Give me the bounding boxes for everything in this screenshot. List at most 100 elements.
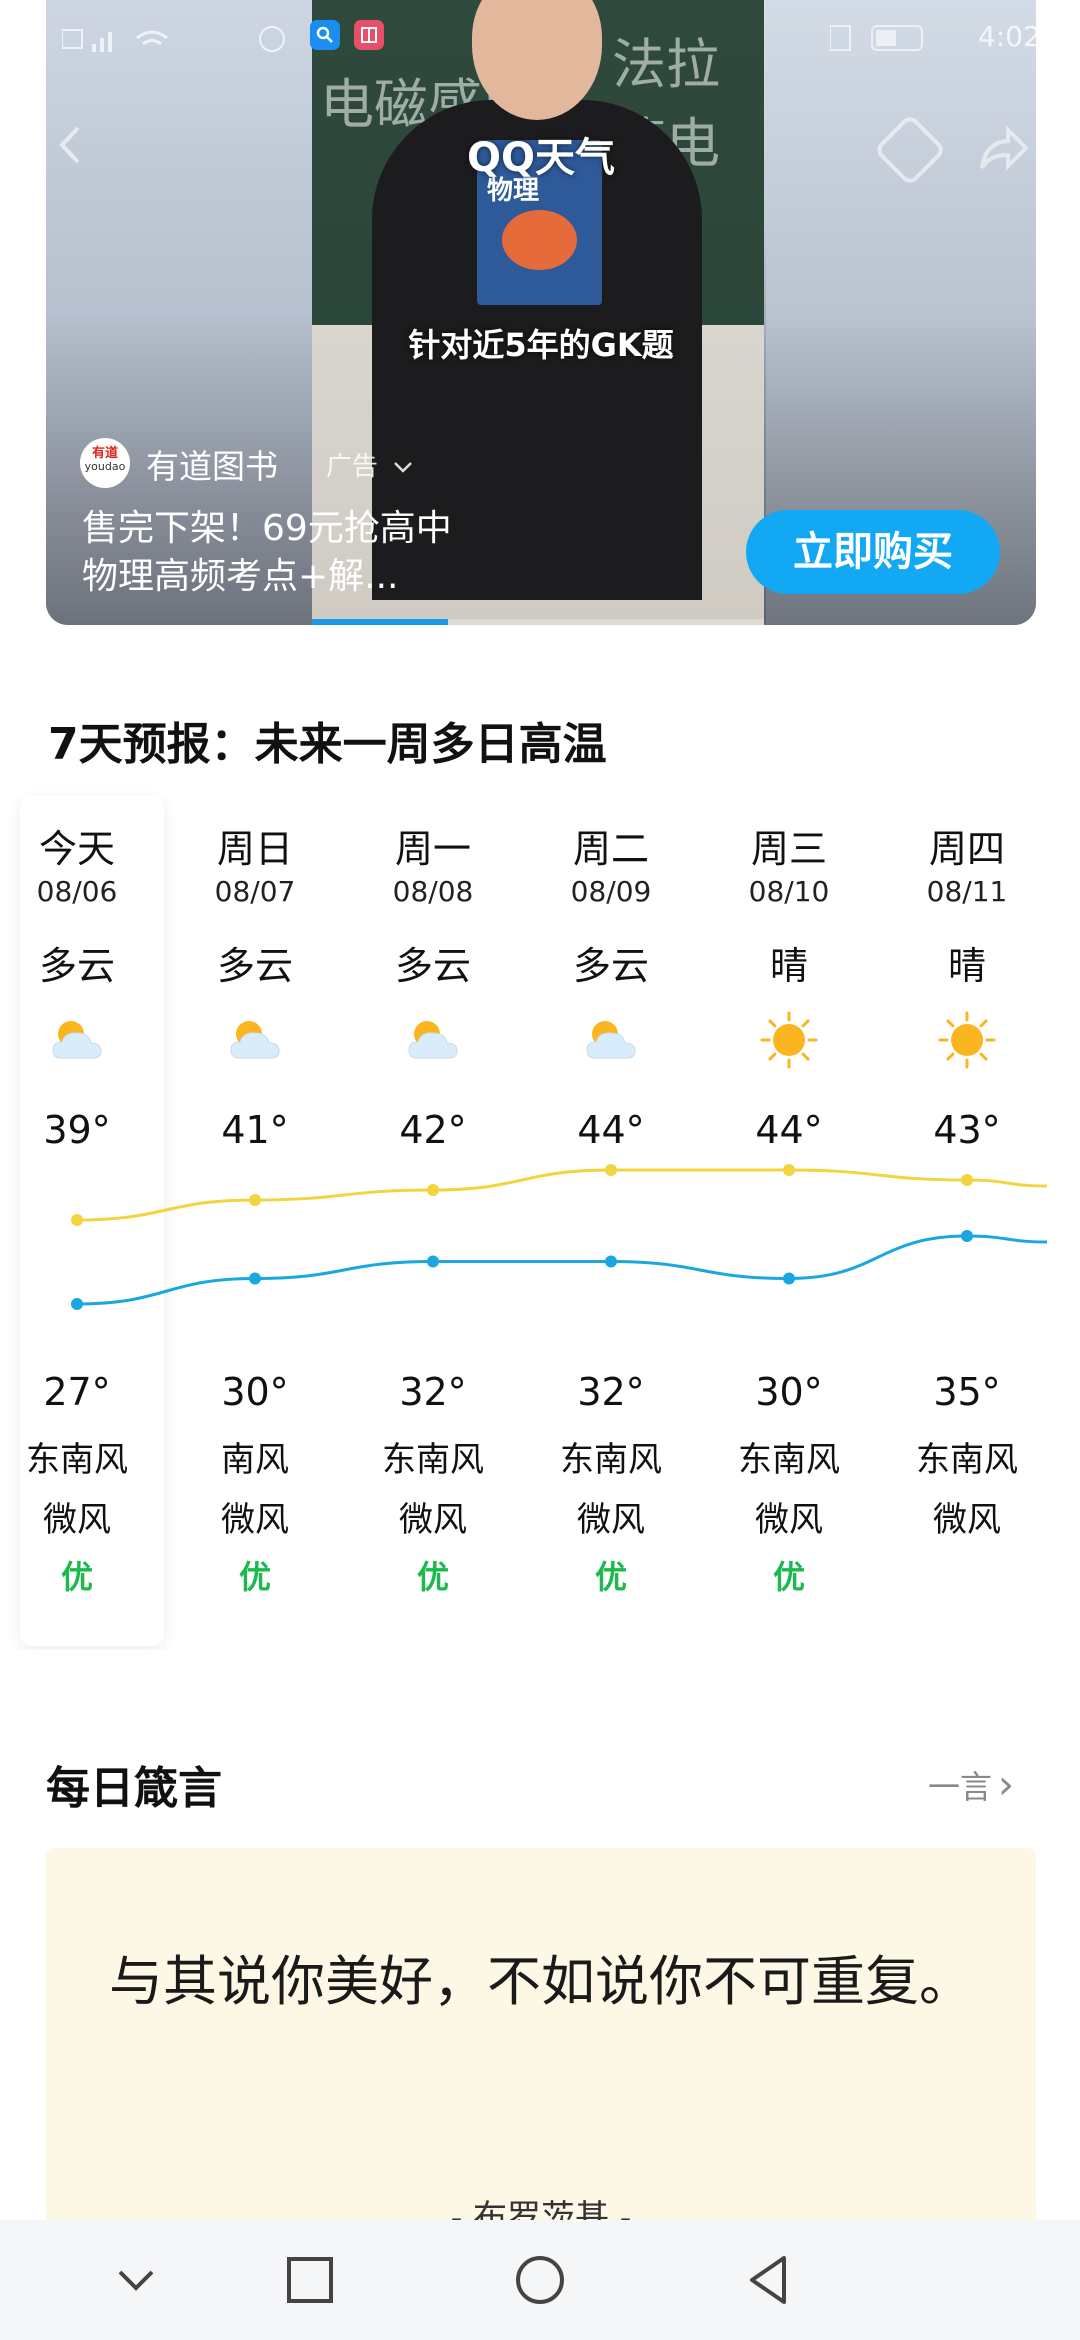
forecast-wind-direction: 东南风 bbox=[26, 1440, 128, 1480]
book-title: 物理 bbox=[487, 176, 540, 206]
forecast-day-date: 08/10 bbox=[748, 875, 830, 908]
forecast-air-quality: 优 bbox=[60, 1558, 93, 1596]
forecast-day-date: 08/09 bbox=[570, 875, 652, 908]
quote-card[interactable]: 与其说你美好，不如说你不可重复。 - 布罗茨基 - bbox=[46, 1848, 1036, 2248]
forecast-condition: 多云 bbox=[572, 944, 649, 988]
signal-icons bbox=[61, 22, 302, 63]
partly-cloudy-icon bbox=[47, 1010, 107, 1070]
forecast-day-date: 08/11 bbox=[926, 875, 1008, 908]
forecast-wind-level: 微风 bbox=[399, 1500, 467, 1540]
back-icon[interactable] bbox=[740, 2250, 800, 2310]
chevron-down-icon[interactable] bbox=[106, 2250, 166, 2310]
forecast-wind-level: 微风 bbox=[577, 1500, 645, 1540]
forecast-title: 7天预报：未来一周多日高温 bbox=[48, 719, 607, 770]
forecast-wind-direction: 东南风 bbox=[382, 1440, 484, 1480]
forecast-low-temp: 30° bbox=[755, 1370, 823, 1414]
forecast-day-date: 08/08 bbox=[392, 875, 474, 908]
forecast-low-temp: 32° bbox=[577, 1370, 645, 1414]
forecast-high-temp: 42° bbox=[399, 1108, 467, 1152]
forecast-air-quality: 优 bbox=[238, 1558, 271, 1596]
forecast-condition: 晴 bbox=[947, 944, 986, 988]
sunny-icon bbox=[937, 1010, 997, 1070]
forecast-day[interactable]: 周日 08/07 多云 41° 30° 南风微风优 bbox=[175, 790, 335, 1650]
chevron-left-icon[interactable] bbox=[50, 120, 90, 170]
share-icon[interactable] bbox=[976, 120, 1032, 189]
status-bar: 4:02 bbox=[0, 0, 1080, 76]
search-app-icon bbox=[310, 20, 340, 50]
forecast-high-temp: 39° bbox=[43, 1108, 111, 1152]
forecast-high-temp: 44° bbox=[755, 1108, 823, 1152]
ad-overlay-title: QQ天气 bbox=[466, 135, 615, 181]
forecast-wind-direction: 东南风 bbox=[738, 1440, 840, 1480]
ad-brand-name[interactable]: 有道图书 bbox=[146, 447, 278, 486]
forecast-day-name: 周一 bbox=[394, 827, 471, 871]
teacher-head bbox=[472, 0, 602, 120]
quote-more-label: 一言 bbox=[928, 1768, 993, 1806]
video-progress-bar bbox=[312, 619, 764, 625]
partly-cloudy-icon bbox=[403, 1010, 463, 1070]
forecast-air-quality: 优 bbox=[772, 1558, 805, 1596]
recent-apps-icon[interactable] bbox=[280, 2250, 340, 2310]
forecast-day-name: 周四 bbox=[928, 827, 1005, 871]
forecast-day[interactable]: 周四 08/11 晴 43° 35° 东南风微风 bbox=[887, 790, 1047, 1650]
forecast-condition: 晴 bbox=[769, 944, 808, 988]
forecast-low-temp: 35° bbox=[933, 1370, 1001, 1414]
quote-text: 与其说你美好，不如说你不可重复。 bbox=[109, 1950, 973, 2013]
forecast-wind-level: 微风 bbox=[933, 1500, 1001, 1540]
book-app-icon bbox=[354, 20, 384, 50]
ad-tag[interactable]: 广告 bbox=[326, 446, 414, 483]
forecast-low-temp: 30° bbox=[221, 1370, 289, 1414]
forecast-day-name: 周日 bbox=[216, 827, 293, 871]
chevron-down-icon bbox=[394, 462, 413, 473]
battery-icon bbox=[829, 25, 923, 51]
ad-card[interactable]: 电磁感应 法拉第电 物理 QQ天气 针对近5年的GK题 有道 youdao 有道… bbox=[46, 0, 1036, 625]
forecast-scroller[interactable]: 今天 08/06 多云 39° 27° 东南风微风优 周日 08/07 多云 41° 30° 南风微风… bbox=[0, 790, 1080, 1650]
forecast-low-temp: 32° bbox=[399, 1370, 467, 1414]
forecast-air-quality: 优 bbox=[416, 1558, 449, 1596]
ad-video-caption: 针对近5年的GK题 bbox=[408, 326, 674, 364]
forecast-day[interactable]: 周一 08/08 多云 42° 32° 东南风微风优 bbox=[353, 790, 513, 1650]
forecast-high-temp: 43° bbox=[933, 1108, 1001, 1152]
forecast-wind-level: 微风 bbox=[755, 1500, 823, 1540]
forecast-condition: 多云 bbox=[38, 944, 115, 988]
forecast-wind-level: 微风 bbox=[43, 1500, 111, 1540]
ad-background-left bbox=[46, 0, 312, 625]
ad-video[interactable]: 电磁感应 法拉第电 物理 bbox=[312, 0, 764, 625]
logo-text-en: youdao bbox=[84, 460, 126, 473]
forecast-condition: 多云 bbox=[216, 944, 293, 988]
status-time: 4:02 bbox=[978, 20, 1041, 53]
forecast-wind-direction: 东南风 bbox=[560, 1440, 662, 1480]
chevron-right-icon: › bbox=[998, 1762, 1015, 1808]
partly-cloudy-icon bbox=[225, 1010, 285, 1070]
quote-section-title: 每日箴言 bbox=[46, 1763, 222, 1814]
forecast-day[interactable]: 周二 08/09 多云 44° 32° 东南风微风优 bbox=[531, 790, 691, 1650]
forecast-air-quality: 优 bbox=[594, 1558, 627, 1596]
forecast-day[interactable]: 今天 08/06 多云 39° 27° 东南风微风优 bbox=[0, 790, 157, 1650]
ad-description[interactable]: 售完下架！69元抢高中物理高频考点+解... bbox=[82, 508, 452, 597]
forecast-wind-level: 微风 bbox=[221, 1500, 289, 1540]
status-right: 4:02 bbox=[829, 20, 1041, 61]
forecast-condition: 多云 bbox=[394, 944, 471, 988]
forecast-day-name: 周二 bbox=[572, 827, 649, 871]
forecast-day-name: 周三 bbox=[750, 827, 827, 871]
sunny-icon bbox=[759, 1010, 819, 1070]
youdao-logo: 有道 youdao bbox=[80, 438, 130, 488]
home-icon[interactable] bbox=[510, 2250, 570, 2310]
forecast-day-date: 08/07 bbox=[214, 875, 296, 908]
buy-now-button[interactable]: 立即购买 bbox=[746, 510, 1000, 594]
logo-text-cn: 有道 bbox=[91, 446, 118, 461]
forecast-high-temp: 44° bbox=[577, 1108, 645, 1152]
forecast-high-temp: 41° bbox=[221, 1108, 289, 1152]
ad-tag-label: 广告 bbox=[326, 452, 379, 482]
forecast-wind-direction: 南风 bbox=[221, 1440, 289, 1480]
forecast-day-date: 08/06 bbox=[36, 875, 118, 908]
quote-more-link[interactable]: 一言 › bbox=[928, 1762, 1014, 1808]
forecast-low-temp: 27° bbox=[43, 1370, 111, 1414]
forecast-day-name: 今天 bbox=[38, 827, 115, 871]
forecast-day[interactable]: 周三 08/10 晴 44° 30° 东南风微风优 bbox=[709, 790, 869, 1650]
book-image: 物理 bbox=[477, 140, 602, 305]
system-nav-bar bbox=[0, 2220, 1080, 2340]
partly-cloudy-icon bbox=[581, 1010, 641, 1070]
video-progress-fill bbox=[312, 619, 448, 625]
forecast-wind-direction: 东南风 bbox=[916, 1440, 1018, 1480]
